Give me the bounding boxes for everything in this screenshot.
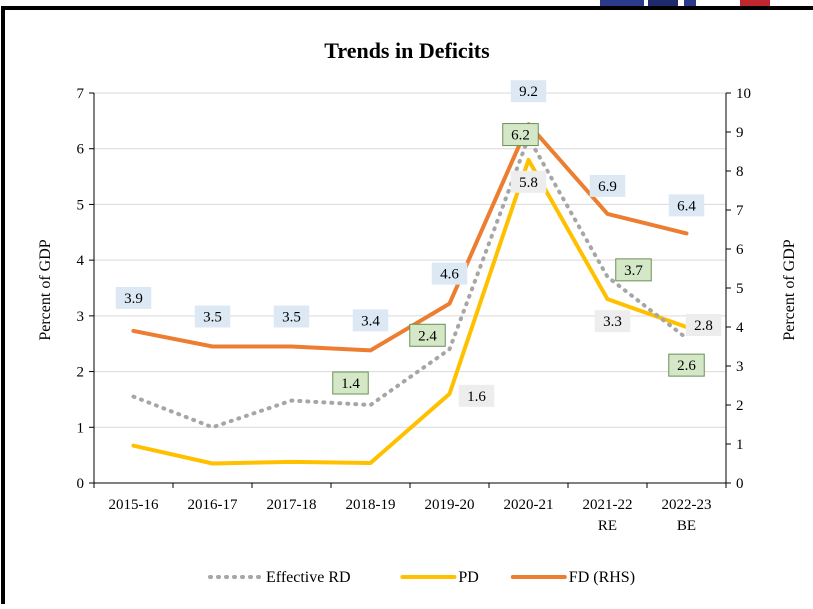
data-label-box	[431, 262, 468, 285]
data-label-text: 4.6	[440, 267, 459, 283]
data-label-box	[502, 123, 539, 147]
y-left-tick-label: 1	[77, 420, 85, 436]
data-label: 2.6	[668, 353, 705, 377]
y-axis-left-label: Percent of GDP	[37, 239, 54, 340]
x-tick-label: 2019-20	[425, 497, 475, 513]
data-label-box	[685, 314, 722, 336]
data-label-text: 3.9	[124, 291, 143, 307]
y-right-tick-label: 7	[736, 203, 744, 219]
data-label-box	[510, 170, 547, 193]
data-label-text: 6.9	[598, 179, 617, 195]
data-label-text: 1.6	[467, 389, 486, 405]
data-label-text: 2.8	[694, 318, 713, 334]
data-label: 3.3	[594, 310, 631, 333]
legend: Effective RD PD FD (RHS)	[208, 569, 635, 586]
chart-title: Trends in Deficits	[324, 38, 490, 63]
x-tick-label: 2015-16	[109, 497, 159, 513]
logo-fragment-icon	[600, 0, 770, 8]
data-label-box	[332, 371, 369, 395]
y-right-tick-label: 9	[736, 125, 744, 141]
data-label: 9.2	[510, 80, 547, 103]
series-line-effective-rd	[131, 135, 689, 430]
y-axis-right-label: Percent of GDP	[781, 239, 798, 340]
data-label: 6.9	[589, 174, 626, 197]
data-label-box	[458, 384, 495, 407]
y-left-tick-label: 7	[77, 86, 85, 102]
data-label-text: 3.5	[282, 310, 301, 326]
y-right-tick-label: 3	[736, 359, 744, 375]
axes: 0 1 2 3 4 5 6 7 0 1 2 3 4 5 6 7 8 9 10 2015-16 2016-17 2017-1…	[77, 86, 752, 534]
y-left-tick-label: 4	[77, 253, 85, 269]
data-label-box	[510, 80, 547, 103]
data-label: 2.8	[685, 314, 722, 336]
data-label: 3.7	[615, 258, 652, 282]
data-label-box	[589, 174, 626, 197]
series-line-pd	[131, 157, 689, 466]
legend-label: Effective RD	[266, 569, 351, 586]
data-label-text: 6.2	[511, 128, 530, 144]
data-label-box	[594, 310, 631, 333]
data-label: 4.6	[431, 262, 468, 285]
data-label-text: 6.4	[677, 198, 696, 214]
x-tick-label: 2017-18	[267, 497, 317, 513]
data-label-box	[668, 353, 705, 377]
data-label: 6.4	[668, 194, 705, 217]
x-tick-label: 2020-21	[504, 497, 554, 513]
legend-label: PD	[458, 569, 478, 586]
y-left-tick-label: 0	[77, 476, 85, 492]
data-label-box	[615, 258, 652, 282]
data-label-text: 2.4	[418, 328, 437, 344]
data-label: 3.5	[194, 305, 231, 328]
data-label: 3.4	[352, 309, 389, 332]
y-right-tick-label: 10	[736, 86, 751, 102]
y-right-tick-label: 6	[736, 242, 744, 258]
data-label-box	[668, 194, 705, 217]
y-left-tick-label: 2	[77, 365, 85, 381]
y-left-tick-label: 6	[77, 142, 85, 158]
y-right-tick-label: 5	[736, 281, 744, 297]
data-label-box	[409, 323, 446, 347]
y-left-tick-label: 3	[77, 309, 85, 325]
y-right-tick-label: 2	[736, 398, 744, 414]
data-label: 1.4	[332, 371, 369, 395]
data-label-text: 3.7	[624, 263, 643, 279]
data-label-text: 3.5	[203, 310, 222, 326]
data-label-box	[273, 305, 310, 328]
data-label-text: 3.3	[603, 314, 622, 330]
data-label-box	[194, 305, 231, 328]
data-label-box	[115, 286, 152, 309]
data-label-text: 3.4	[361, 313, 380, 329]
y-right-tick-label: 0	[736, 476, 744, 492]
x-tick-label: 2021-22 RE	[583, 497, 633, 534]
data-label-text: 1.4	[341, 376, 360, 392]
data-label-text: 9.2	[519, 84, 538, 100]
data-label: 6.2	[502, 123, 539, 147]
data-label-text: 2.6	[677, 358, 696, 374]
data-label: 2.4	[409, 323, 446, 347]
x-tick-label: 2016-17	[188, 497, 238, 513]
data-label-text: 5.8	[519, 175, 538, 191]
data-label: 5.8	[510, 170, 547, 193]
data-label: 3.5	[273, 305, 310, 328]
y-right-tick-label: 1	[736, 437, 744, 453]
legend-label: FD (RHS)	[569, 569, 635, 586]
grid-lines	[94, 92, 726, 428]
data-labels: 1.4 2.4 6.2 3.7 2.6 1.6 5.8 3.3 2.8 3.9 3.5 3.5 3.4 4…	[115, 80, 722, 407]
y-right-tick-label: 8	[736, 164, 744, 180]
x-tick-label: 2022-23 BE	[662, 497, 712, 534]
data-label-box	[352, 309, 389, 332]
data-label: 1.6	[458, 384, 495, 407]
x-tick-label: 2018-19	[346, 497, 396, 513]
y-left-tick-label: 5	[77, 197, 85, 213]
data-label: 3.9	[115, 286, 152, 309]
y-right-tick-label: 4	[736, 320, 744, 336]
